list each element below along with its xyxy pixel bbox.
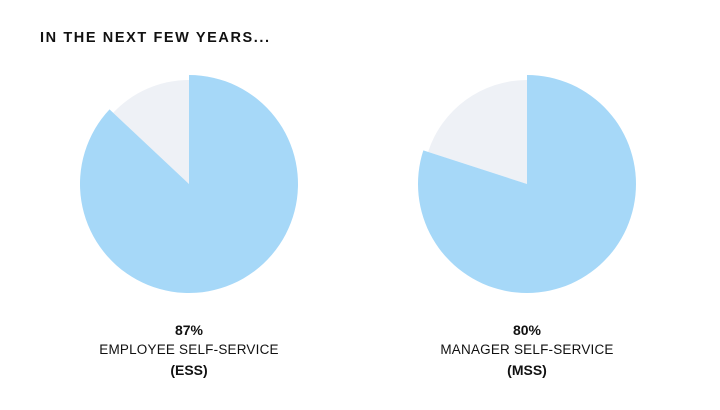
mss-percent-label: 80%	[512, 322, 542, 338]
ess-name-label: EMPLOYEE SELF-SERVICE	[99, 342, 279, 357]
pie-slice-ess-remainder	[113, 80, 189, 184]
pie-chart-ess	[79, 75, 298, 293]
page-title: IN THE NEXT FEW YEARS...	[40, 30, 271, 46]
mss-abbr-label: (MSS)	[507, 362, 547, 378]
ess-abbr-label: (ESS)	[170, 362, 208, 378]
caption-mss: 80% MANAGER SELF-SERVICE (MSS)	[397, 320, 657, 380]
caption-ess: 87% EMPLOYEE SELF-SERVICE (ESS)	[59, 320, 319, 380]
mss-name-label: MANAGER SELF-SERVICE	[440, 342, 614, 357]
pie-slice-mss-remainder	[428, 80, 527, 184]
ess-percent-label: 87%	[174, 322, 204, 338]
pie-chart-mss	[417, 75, 636, 293]
pie-slice-mss	[417, 75, 636, 293]
pie-slice-ess	[79, 75, 298, 293]
